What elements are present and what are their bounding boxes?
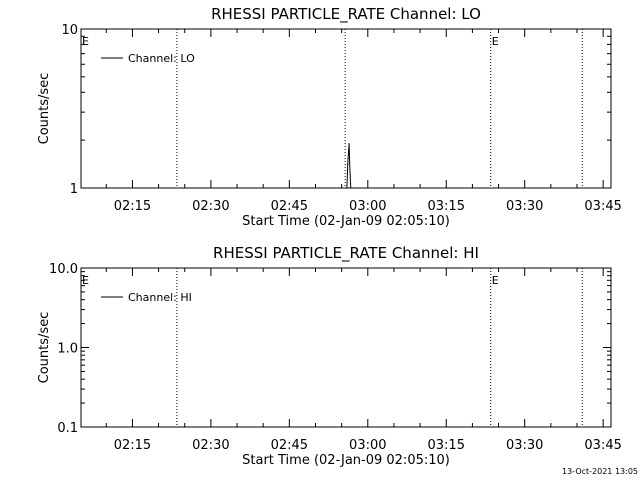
- x-axis-label: Start Time (02-Jan-09 02:05:10): [242, 453, 450, 468]
- x-tick-label: 03:45: [584, 438, 621, 453]
- x-tick-label: 02:15: [114, 438, 151, 453]
- legend-label: Channel: LO: [128, 52, 195, 65]
- x-tick-label: 02:30: [192, 438, 229, 453]
- y-axis-label: Counts/sec: [37, 73, 52, 145]
- x-tick-label: 03:15: [428, 199, 465, 214]
- plot-frame: [80, 28, 612, 189]
- event-marker-label: E: [82, 274, 89, 287]
- event-marker-label: E: [492, 35, 499, 48]
- data-point: [346, 187, 348, 189]
- event-marker-label: E: [492, 274, 499, 287]
- y-tick-label: 10.0: [49, 262, 78, 277]
- x-tick-label: 02:45: [271, 438, 308, 453]
- y-tick-label: 1: [70, 182, 78, 197]
- data-point: [350, 187, 352, 189]
- y-axis-label: Counts/sec: [37, 312, 52, 384]
- y-tick-label: 1.0: [57, 342, 78, 357]
- x-tick-label: 03:30: [506, 438, 543, 453]
- data-point: [348, 143, 350, 145]
- footer-timestamp: 13-Oct-2021 13:05: [562, 467, 638, 476]
- x-tick-label: 02:45: [271, 199, 308, 214]
- legend-label: Channel: HI: [128, 291, 192, 304]
- chart-title: RHESSI PARTICLE_RATE Channel: HI: [213, 244, 479, 263]
- x-tick-label: 03:30: [506, 199, 543, 214]
- y-tick-label: 0.1: [57, 421, 78, 436]
- x-tick-label: 02:15: [114, 199, 151, 214]
- series-line: [346, 143, 352, 189]
- data-point: [349, 169, 351, 171]
- x-tick-label: 03:00: [349, 199, 386, 214]
- x-tick-label: 03:45: [584, 199, 621, 214]
- data-point: [347, 164, 349, 166]
- event-marker-label: E: [82, 35, 89, 48]
- y-tick-label: 10: [61, 23, 78, 38]
- chart-title: RHESSI PARTICLE_RATE Channel: LO: [211, 5, 481, 24]
- x-tick-label: 02:30: [192, 199, 229, 214]
- x-tick-label: 03:00: [349, 438, 386, 453]
- x-tick-label: 03:15: [428, 438, 465, 453]
- x-axis-label: Start Time (02-Jan-09 02:05:10): [242, 214, 450, 229]
